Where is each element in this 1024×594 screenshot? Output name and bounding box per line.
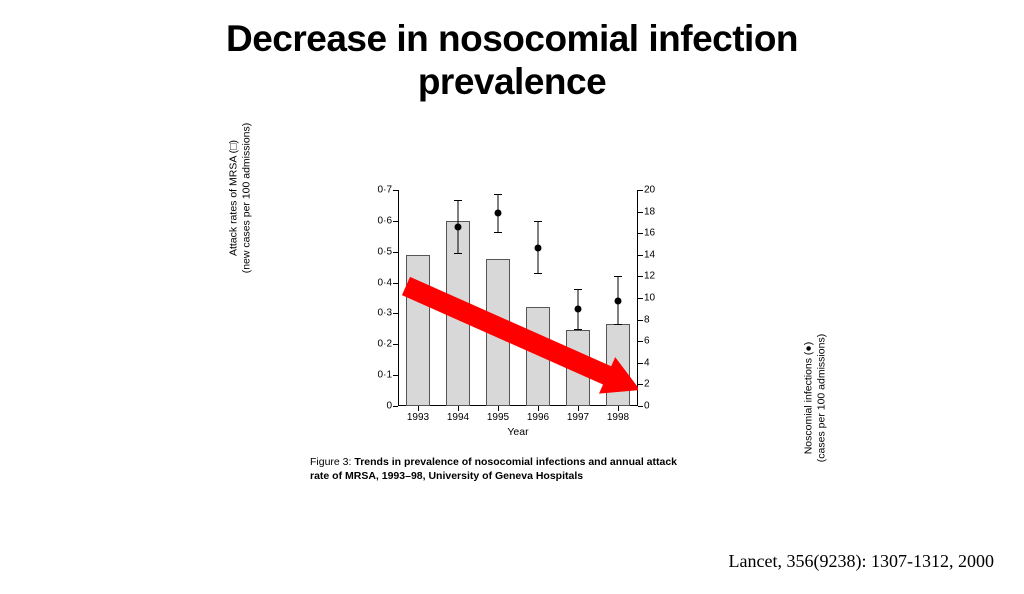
x-tick (418, 406, 419, 411)
y1-title-line2: (new cases per 100 admissions) (240, 123, 252, 274)
y2-tick (638, 255, 643, 256)
x-tick-label: 1995 (487, 412, 509, 423)
y2-tick-label: 0 (644, 401, 674, 412)
caption-prefix: Figure 3: (310, 456, 354, 468)
citation: Lancet, 356(9238): 1307-1312, 2000 (729, 551, 994, 572)
y1-tick-label: 0·7 (362, 185, 392, 196)
y2-tick-label: 18 (644, 206, 674, 217)
plot-area: 00·10·20·30·40·50·60·7024681012141618201… (398, 190, 638, 406)
title-line-1: Decrease in nosocomial infection (226, 18, 798, 59)
y2-tick-label: 14 (644, 249, 674, 260)
y2-tick-label: 6 (644, 336, 674, 347)
y2-tick (638, 298, 643, 299)
trend-arrow (398, 190, 638, 406)
y1-title-line1: Attack rates of MRSA (□) (227, 140, 239, 256)
x-tick-label: 1993 (407, 412, 429, 423)
y2-tick-label: 10 (644, 293, 674, 304)
caption-body: Trends in prevalence of nosocomial infec… (310, 456, 677, 482)
title-line-2: prevalence (418, 61, 606, 102)
nosocomial-point (615, 298, 622, 305)
mrsa-bar (526, 307, 551, 406)
y2-tick-label: 16 (644, 228, 674, 239)
y1-tick (393, 190, 398, 191)
error-cap (574, 329, 582, 330)
figure-caption: Figure 3: Trends in prevalence of nosoco… (310, 456, 690, 483)
y1-tick (393, 406, 398, 407)
error-cap (614, 276, 622, 277)
nosocomial-point (455, 223, 462, 230)
y1-tick-label: 0·5 (362, 246, 392, 257)
y1-tick (393, 375, 398, 376)
figure-container: Attack rates of MRSA (□) (new cases per … (300, 178, 720, 488)
y1-tick (393, 313, 398, 314)
y1-tick (393, 283, 398, 284)
y1-tick-label: 0·2 (362, 339, 392, 350)
y1-tick-label: 0 (362, 401, 392, 412)
x-tick (618, 406, 619, 411)
y2-tick (638, 406, 643, 407)
x-tick (578, 406, 579, 411)
error-cap (454, 200, 462, 201)
x-tick (538, 406, 539, 411)
y1-axis-line (398, 190, 399, 406)
y2-axis-title: Noscomial infections (●) (cases per 100 … (803, 298, 828, 498)
y2-tick (638, 363, 643, 364)
y2-tick-label: 2 (644, 379, 674, 390)
nosocomial-point (495, 209, 502, 216)
error-cap (494, 194, 502, 195)
y2-tick (638, 320, 643, 321)
x-tick-label: 1997 (567, 412, 589, 423)
x-tick (498, 406, 499, 411)
error-cap (494, 232, 502, 233)
y2-tick-label: 12 (644, 271, 674, 282)
mrsa-bar (606, 324, 631, 406)
y2-tick (638, 233, 643, 234)
y1-tick (393, 344, 398, 345)
x-tick-label: 1996 (527, 412, 549, 423)
y1-tick (393, 252, 398, 253)
slide-title: Decrease in nosocomial infection prevale… (0, 18, 1024, 103)
mrsa-bar (566, 330, 591, 406)
x-tick-label: 1994 (447, 412, 469, 423)
y2-tick (638, 384, 643, 385)
y2-tick-label: 8 (644, 314, 674, 325)
error-cap (534, 273, 542, 274)
error-cap (614, 324, 622, 325)
x-tick (458, 406, 459, 411)
y2-tick (638, 276, 643, 277)
mrsa-bar (486, 259, 511, 406)
y1-tick-label: 0·3 (362, 308, 392, 319)
error-cap (534, 221, 542, 222)
y2-tick-label: 4 (644, 357, 674, 368)
y2-tick (638, 341, 643, 342)
y1-axis-title: Attack rates of MRSA (□) (new cases per … (227, 98, 252, 298)
y2-tick (638, 212, 643, 213)
y2-title-line2: (cases per 100 admissions) (815, 334, 827, 462)
x-tick-label: 1998 (607, 412, 629, 423)
error-cap (454, 253, 462, 254)
y1-tick (393, 221, 398, 222)
x-axis-title: Year (398, 426, 638, 438)
nosocomial-point (575, 305, 582, 312)
y2-tick (638, 190, 643, 191)
y1-tick-label: 0·6 (362, 215, 392, 226)
y1-tick-label: 0·1 (362, 370, 392, 381)
y2-tick-label: 20 (644, 185, 674, 196)
y2-title-line1: Noscomial infections (●) (803, 342, 815, 455)
x-axis-line (398, 405, 638, 406)
mrsa-bar (406, 255, 431, 406)
nosocomial-point (535, 245, 542, 252)
y1-tick-label: 0·4 (362, 277, 392, 288)
error-cap (574, 289, 582, 290)
